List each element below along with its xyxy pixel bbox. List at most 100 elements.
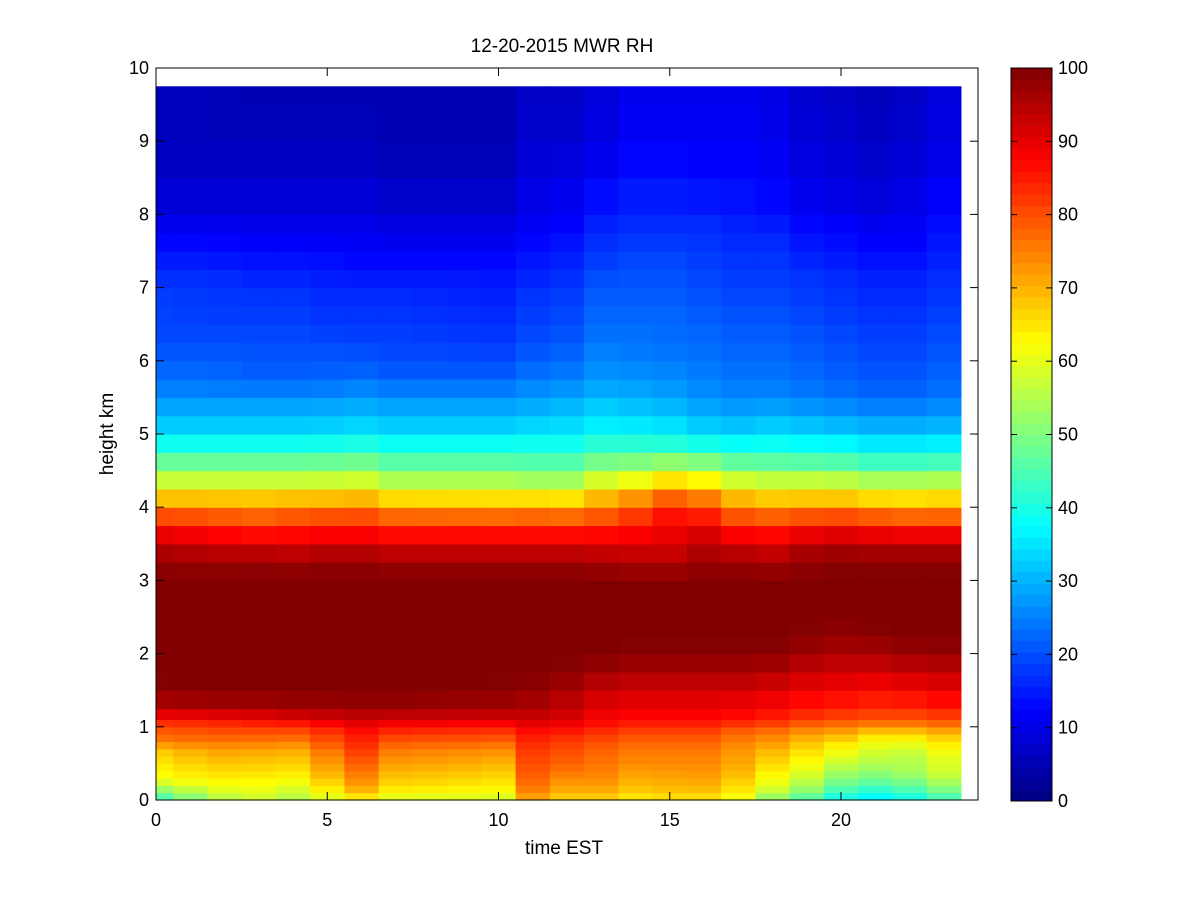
heatmap-cell	[721, 269, 756, 289]
heatmap-cell	[412, 141, 448, 179]
heatmap-cell	[892, 756, 928, 764]
heatmap-cell	[926, 379, 962, 398]
heatmap-cell	[755, 671, 791, 691]
heatmap-cell	[721, 741, 756, 750]
heatmap-cell	[686, 617, 722, 636]
heatmap-cell	[412, 785, 448, 794]
heatmap-cell	[823, 598, 859, 618]
heatmap-cells	[156, 86, 962, 801]
heatmap-cell	[310, 741, 345, 750]
heatmap-cell	[721, 141, 756, 179]
heatmap-cell	[721, 397, 756, 417]
heatmap-cell	[412, 525, 448, 545]
heatmap-cell	[241, 104, 277, 142]
heatmap-cell	[207, 434, 243, 453]
heatmap-cell	[447, 748, 482, 757]
heatmap-cell	[344, 785, 380, 794]
heatmap-cell	[652, 470, 688, 490]
heatmap-cell	[344, 269, 380, 289]
heatmap-cell	[344, 653, 380, 673]
heatmap-cell	[207, 562, 243, 581]
heatmap-cell	[892, 86, 928, 106]
heatmap-cell	[275, 415, 311, 435]
colorbar-swatch	[1011, 537, 1052, 550]
heatmap-cell	[926, 635, 962, 655]
heatmap-cell	[173, 792, 208, 801]
heatmap-cell	[275, 141, 311, 179]
heatmap-cell	[241, 324, 277, 344]
heatmap-cell	[789, 635, 825, 655]
heatmap-cell	[275, 653, 311, 673]
heatmap-cell	[686, 748, 722, 757]
heatmap-cell	[755, 251, 791, 270]
heatmap-cell	[156, 324, 174, 344]
heatmap-cell	[241, 232, 277, 252]
heatmap-cell	[173, 434, 208, 453]
heatmap-cell	[173, 324, 208, 344]
heatmap-cell	[275, 470, 311, 490]
heatmap-cell	[310, 232, 345, 252]
heatmap-cell	[823, 324, 859, 344]
heatmap-cell	[241, 580, 277, 600]
heatmap-cell	[618, 287, 654, 307]
heatmap-cell	[755, 488, 791, 508]
colorbar-swatch	[1011, 720, 1052, 733]
heatmap-cell	[858, 104, 893, 142]
heatmap-cell	[721, 778, 756, 786]
heatmap-cell	[652, 756, 688, 764]
colorbar-swatch	[1011, 365, 1052, 378]
heatmap-cell	[892, 141, 928, 179]
heatmap-cell	[241, 379, 277, 398]
heatmap-cell	[412, 488, 448, 508]
colorbar-swatch	[1011, 560, 1052, 573]
heatmap-cell	[481, 452, 517, 472]
heatmap-cell	[549, 562, 585, 581]
heatmap-cell	[789, 507, 825, 527]
heatmap-cell	[412, 214, 448, 234]
heatmap-cell	[823, 434, 859, 453]
heatmap-cell	[652, 653, 688, 673]
heatmap-cell	[892, 719, 928, 728]
heatmap-cell	[652, 741, 688, 750]
heatmap-cell	[207, 452, 243, 472]
heatmap-cell	[858, 397, 893, 417]
heatmap-cell	[618, 671, 654, 691]
heatmap-cell	[241, 543, 277, 563]
heatmap-cell	[618, 379, 654, 398]
heatmap-cell	[858, 734, 893, 743]
colorbar-swatch	[1011, 606, 1052, 619]
heatmap-cell	[652, 214, 688, 234]
colorbar-swatch	[1011, 468, 1052, 481]
heatmap-cell	[549, 269, 585, 289]
heatmap-cell	[310, 379, 345, 398]
heatmap-cell	[755, 763, 791, 772]
heatmap-cell	[447, 251, 482, 270]
heatmap-cell	[549, 507, 585, 527]
heatmap-cell	[241, 785, 277, 794]
heatmap-cell	[755, 269, 791, 289]
heatmap-cell	[207, 269, 243, 289]
heatmap-cell	[310, 287, 345, 307]
heatmap-cell	[310, 671, 345, 691]
heatmap-cell	[481, 251, 517, 270]
heatmap-cell	[447, 305, 482, 325]
heatmap-cell	[858, 708, 893, 721]
colorbar-swatch	[1011, 640, 1052, 653]
heatmap-cell	[823, 342, 859, 362]
heatmap-cell	[858, 452, 893, 472]
heatmap-cell	[858, 543, 893, 563]
y-tick-label: 3	[139, 570, 149, 590]
heatmap-cell	[173, 177, 208, 215]
heatmap-cell	[721, 232, 756, 252]
heatmap-cell	[412, 177, 448, 215]
heatmap-cell	[156, 415, 174, 435]
heatmap-cell	[926, 470, 962, 490]
heatmap-cell	[344, 360, 380, 380]
colorbar-tick-label: 80	[1058, 205, 1078, 225]
heatmap-cell	[481, 397, 517, 417]
heatmap-cell	[618, 305, 654, 325]
heatmap-cell	[310, 525, 345, 545]
heatmap-cell	[858, 719, 893, 728]
heatmap-cell	[412, 324, 448, 344]
heatmap-cell	[156, 785, 174, 794]
